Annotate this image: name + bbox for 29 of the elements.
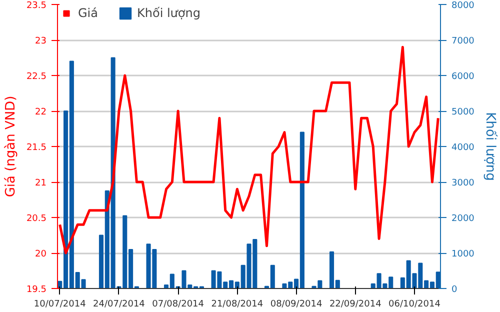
x-tick-label: 24/07/2014 bbox=[93, 300, 146, 310]
y-tick-label: 20 bbox=[35, 250, 47, 260]
y-tick-label: 19.5 bbox=[26, 285, 47, 295]
x-tick-label: 10/07/2014 bbox=[34, 300, 86, 310]
y2-tick-label: 6000 bbox=[452, 72, 475, 82]
legend-label: Khối lượng bbox=[137, 6, 200, 20]
x-tick-label: 07/08/2014 bbox=[152, 300, 204, 310]
y-tick-label: 20.5 bbox=[26, 214, 47, 224]
y-tick-label: 23 bbox=[35, 36, 46, 46]
y-tick-label: 21.5 bbox=[26, 143, 47, 153]
y2-tick-label: 0 bbox=[452, 285, 458, 295]
legend-label: Giá bbox=[78, 6, 98, 20]
y2-tick-label: 4000 bbox=[452, 143, 475, 153]
y-axis-title: Giá (ngàn VND) bbox=[3, 96, 18, 198]
y-tick-label: 23.5 bbox=[26, 1, 47, 11]
y-tick-label: 22.5 bbox=[26, 72, 47, 82]
y-tick-label: 22 bbox=[35, 108, 46, 118]
y-tick-label: 21 bbox=[35, 178, 46, 188]
x-tick-label: 06/10/2014 bbox=[388, 300, 441, 310]
y2-tick-label: 5000 bbox=[452, 108, 475, 118]
y2-tick-label: 1000 bbox=[452, 250, 475, 260]
y2-tick-label: 2000 bbox=[452, 214, 475, 224]
y2-tick-label: 7000 bbox=[452, 36, 475, 46]
y2-axis-title: Khối lượng bbox=[482, 112, 498, 181]
y2-tick-label: 3000 bbox=[452, 178, 475, 188]
y2-tick-label: 8000 bbox=[452, 1, 475, 11]
x-tick-label: 22/09/2014 bbox=[329, 300, 382, 310]
x-tick-label: 08/09/2014 bbox=[270, 300, 322, 310]
x-tick-label: 21/08/2014 bbox=[211, 300, 264, 310]
